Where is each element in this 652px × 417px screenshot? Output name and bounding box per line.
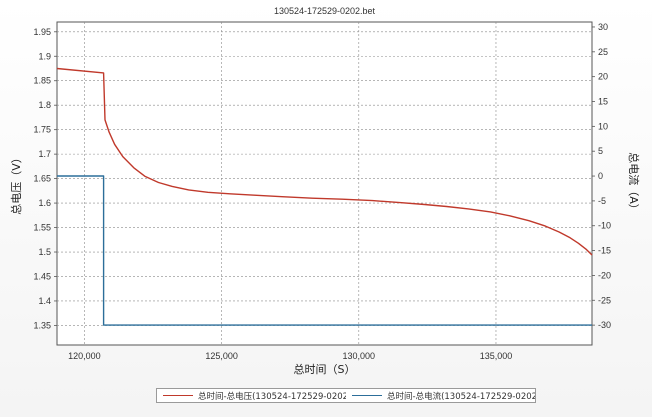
y-right-tick-label: 5: [598, 146, 603, 156]
y-right-tick-label: 10: [598, 121, 608, 131]
y-right-tick-label: 15: [598, 97, 608, 107]
y-right-tick-label: -25: [598, 295, 611, 305]
y-right-tick-label: 25: [598, 47, 608, 57]
series-line-current: [57, 175, 592, 326]
series-line-voltage: [56, 67, 593, 256]
legend-swatch-voltage: [163, 395, 193, 396]
y-left-tick-label: 1.95: [33, 27, 51, 37]
y-left-tick-label: 1.45: [33, 271, 51, 281]
y-left-tick-label: 1.75: [33, 125, 51, 135]
y-right-tick-label: 0: [598, 171, 603, 181]
y-right-axis-title: 总电流（A）: [627, 152, 641, 215]
y-left-tick-labels: 1.35 1.4 1.45 1.5 1.55 1.6 1.65 1.7 1.75 1.8 1.85 1…: [33, 27, 51, 331]
x-tick-label: 120,000: [68, 351, 101, 361]
y-left-tick-label: 1.4: [38, 296, 51, 306]
legend-label-current: 总时间-总电流(130524-172529-0202): [387, 391, 535, 402]
legend-item-voltage[interactable]: 总时间-总电压(130524-172529-0202): [157, 390, 346, 402]
y-right-tick-label: -20: [598, 270, 611, 280]
y-left-tick-label: 1.7: [38, 149, 51, 159]
y-right-tick-label: -10: [598, 221, 611, 231]
y-right-tick-label: 20: [598, 72, 608, 82]
y-left-tick-label: 1.65: [33, 174, 51, 184]
y-left-tick-label: 1.8: [38, 100, 51, 110]
x-axis-title: 总时间（S）: [294, 362, 356, 376]
x-tick-label: 125,000: [205, 351, 238, 361]
y-left-tick-label: 1.9: [38, 51, 51, 61]
legend-item-current[interactable]: 总时间-总电流(130524-172529-0202): [346, 390, 535, 402]
y-left-tick-label: 1.5: [38, 247, 51, 257]
legend: 总时间-总电压(130524-172529-0202) 总时间-总电流(1305…: [156, 388, 536, 403]
y-left-tick-label: 1.85: [33, 76, 51, 86]
x-tick-label: 130,000: [343, 351, 376, 361]
legend-swatch-current: [352, 395, 382, 396]
y-right-tick-label: -30: [598, 320, 611, 330]
plot-area: [56, 21, 593, 346]
x-tick-labels: 120,000 125,000 130,000 135,000: [68, 351, 512, 361]
y-left-axis-title: 总电压（V）: [9, 152, 23, 215]
y-left-tick-label: 1.35: [33, 320, 51, 330]
y-left-tick-label: 1.55: [33, 223, 51, 233]
x-tick-label: 135,000: [480, 351, 513, 361]
legend-label-voltage: 总时间-总电压(130524-172529-0202): [198, 391, 346, 402]
y-right-tick-label: 30: [598, 22, 608, 32]
y-left-tick-label: 1.6: [38, 198, 51, 208]
series-layer: [56, 67, 593, 326]
chart-title: 130524-172529-0202.bet: [274, 6, 376, 16]
y-right-tick-label: -15: [598, 246, 611, 256]
y-right-tick-label: -5: [598, 196, 606, 206]
y-right-tick-labels: 30 25 20 15 10 5 0 -5 -10 -15 -20 -25 -30: [598, 22, 611, 330]
